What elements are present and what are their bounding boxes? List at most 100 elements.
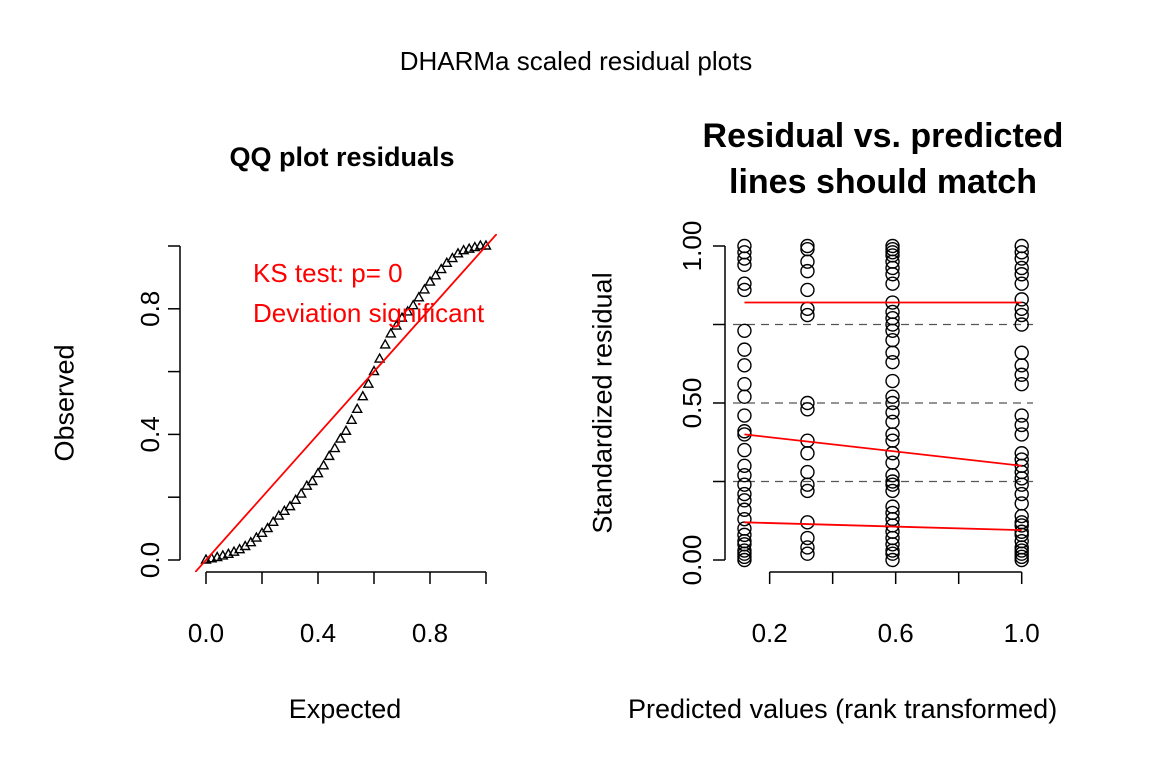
rv-point	[885, 241, 900, 257]
rv-point	[737, 527, 752, 543]
qq-annotations: KS test: p= 0 Deviation significant	[253, 258, 485, 328]
qq-point	[418, 283, 431, 294]
rv-point	[1014, 452, 1029, 467]
rv-point	[800, 254, 815, 269]
qq-point	[250, 531, 263, 542]
rv-point	[1014, 367, 1029, 382]
rv-point	[885, 405, 900, 420]
qq-point	[480, 239, 492, 250]
qq-point	[429, 269, 442, 280]
rv-point	[885, 552, 900, 568]
rv-point	[800, 402, 815, 417]
rv-point	[737, 376, 752, 392]
rv-point	[1014, 524, 1029, 539]
rv-point	[737, 358, 752, 373]
rv-point	[800, 263, 815, 279]
rv-point	[885, 395, 900, 411]
rv-point	[1014, 292, 1029, 307]
rv-y-tick-label: 0.50	[677, 378, 707, 429]
qq-x-axis-label: Expected	[289, 694, 402, 724]
qq-point	[340, 424, 352, 435]
qq-x-tick-label: 0.8	[412, 618, 448, 648]
rv-point	[885, 499, 900, 514]
rv-point	[737, 543, 752, 558]
rv-point	[1014, 358, 1029, 373]
rv-point	[800, 446, 815, 461]
figure-title: DHARMa scaled residual plots	[400, 46, 753, 76]
rv-point	[885, 446, 900, 461]
rv-point	[737, 458, 752, 473]
rv-point	[800, 241, 815, 257]
qq-plot-panel: QQ plot residuals 0.0 0.4 0.8 0.0 0.4 0.8 Expec…	[49, 142, 497, 724]
rv-point	[737, 521, 752, 536]
rv-point	[1014, 417, 1029, 433]
qq-point	[401, 305, 414, 316]
rv-point	[800, 483, 815, 499]
qq-point	[245, 536, 257, 547]
rv-point	[737, 323, 752, 338]
qq-y-tick-label: 0.8	[135, 291, 165, 327]
rv-point	[1014, 267, 1029, 282]
qq-y-tick-label: 0.4	[135, 416, 165, 452]
rv-point	[885, 333, 900, 348]
rv-point	[885, 474, 900, 489]
rv-x-axis-label-group: Predicted values (rank transformed)	[628, 694, 1057, 724]
rv-point	[885, 248, 900, 263]
qq-point	[301, 479, 313, 490]
qq-point	[295, 487, 307, 498]
qq-point	[446, 252, 459, 263]
rv-point	[737, 342, 752, 357]
qq-point	[368, 365, 380, 376]
rv-point	[885, 389, 900, 404]
rv-x-tick-label: 1.0	[1004, 618, 1040, 648]
qq-point	[441, 256, 453, 267]
qq-x-tick-label: 0.4	[300, 618, 336, 648]
rv-point	[885, 414, 900, 430]
rv-point	[1014, 518, 1029, 533]
rv-point	[800, 546, 815, 561]
rv-point	[737, 389, 752, 404]
rv-point	[885, 546, 900, 561]
rv-point	[737, 552, 752, 568]
qq-point	[407, 299, 419, 310]
rv-point	[737, 468, 752, 483]
rv-point	[737, 245, 752, 260]
rv-point	[800, 282, 815, 298]
qq-plot-title: QQ plot residuals	[229, 142, 454, 172]
rv-point	[1014, 446, 1029, 461]
rv-point	[800, 307, 815, 323]
rv-point	[800, 395, 815, 411]
qq-point	[396, 311, 408, 322]
rv-point	[1014, 515, 1029, 530]
rv-point	[885, 304, 900, 320]
rv-point	[885, 354, 900, 370]
qq-point	[357, 390, 369, 401]
qq-point	[390, 319, 403, 330]
rv-point	[737, 537, 752, 552]
rv-plot-title-line: Residual vs. predicted	[703, 117, 1064, 155]
qq-point	[273, 509, 285, 520]
qq-point	[256, 526, 268, 538]
rv-point	[800, 515, 815, 530]
rv-point	[1014, 496, 1029, 511]
rv-point	[737, 276, 752, 291]
rv-point	[737, 477, 752, 492]
qq-point	[435, 263, 447, 274]
rv-point	[800, 530, 815, 546]
qq-point	[474, 239, 487, 250]
rv-point	[1014, 245, 1029, 260]
rv-point	[885, 433, 900, 448]
rv-point	[1014, 533, 1029, 549]
qq-point	[385, 327, 397, 338]
rv-point	[1014, 543, 1029, 558]
residual-vs-predicted-panel: Residual vs. predicted lines should match…	[587, 117, 1063, 724]
rv-point	[737, 408, 752, 423]
rv-point	[1014, 486, 1029, 502]
rv-point	[885, 455, 900, 470]
rv-point	[1014, 260, 1029, 276]
rv-point	[737, 282, 752, 298]
rv-point	[737, 424, 752, 439]
qq-point	[289, 493, 302, 505]
rv-x-tick-label: 0.2	[752, 618, 788, 648]
